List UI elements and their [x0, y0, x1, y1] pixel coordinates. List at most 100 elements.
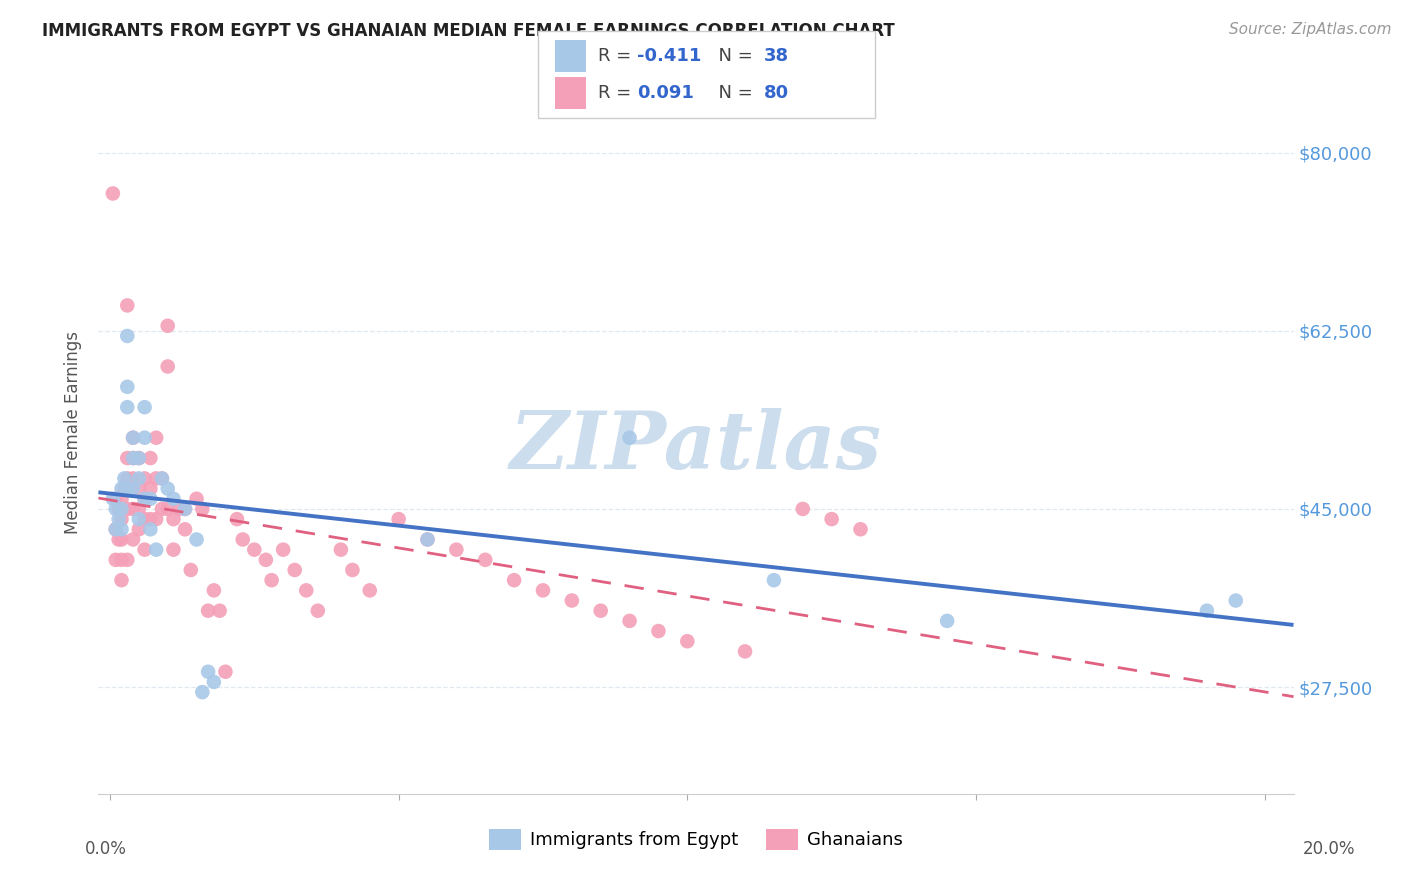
Point	[139, 512, 162, 526]
Point	[128, 482, 150, 496]
Point	[1195, 604, 1218, 618]
Point	[104, 522, 127, 536]
Point	[112, 482, 135, 496]
Point	[589, 604, 612, 618]
Point	[307, 604, 329, 618]
Point	[101, 491, 124, 506]
Point	[107, 533, 129, 547]
Point	[180, 563, 202, 577]
Point	[110, 502, 132, 516]
Point	[150, 471, 173, 485]
Point	[110, 522, 132, 536]
Text: 38: 38	[763, 47, 789, 65]
Point	[197, 604, 219, 618]
Point	[107, 512, 129, 526]
Point	[117, 329, 139, 343]
Text: N =: N =	[707, 47, 759, 65]
Point	[134, 542, 156, 557]
Point	[117, 553, 139, 567]
Text: N =: N =	[707, 84, 759, 102]
Point	[647, 624, 669, 638]
Point	[122, 431, 145, 445]
Point	[388, 512, 411, 526]
Point	[156, 502, 179, 516]
Point	[110, 533, 132, 547]
Point	[561, 593, 583, 607]
Point	[271, 542, 294, 557]
Point	[342, 563, 364, 577]
Point	[359, 583, 381, 598]
Point	[191, 685, 214, 699]
Point	[104, 502, 127, 516]
Point	[117, 380, 139, 394]
Point	[416, 533, 439, 547]
Point	[122, 451, 145, 466]
Point	[254, 553, 277, 567]
Point	[186, 533, 208, 547]
Point	[619, 614, 641, 628]
Point	[156, 359, 179, 374]
Point	[329, 542, 352, 557]
Point	[474, 553, 496, 567]
Point	[110, 491, 132, 506]
Point	[145, 471, 167, 485]
Point	[117, 298, 139, 312]
Text: R =: R =	[598, 84, 637, 102]
Point	[619, 431, 641, 445]
Point	[110, 512, 132, 526]
Point	[156, 318, 179, 333]
Point	[150, 502, 173, 516]
Point	[134, 491, 156, 506]
Point	[139, 451, 162, 466]
Point	[107, 502, 129, 516]
Point	[112, 471, 135, 485]
Point	[162, 512, 184, 526]
Point	[1225, 593, 1247, 607]
Point	[197, 665, 219, 679]
Text: -0.411: -0.411	[637, 47, 702, 65]
Text: 80: 80	[763, 84, 789, 102]
Point	[676, 634, 699, 648]
Point	[122, 431, 145, 445]
Point	[122, 502, 145, 516]
Point	[117, 502, 139, 516]
Point	[202, 675, 225, 690]
Point	[284, 563, 307, 577]
Point	[122, 471, 145, 485]
Point	[162, 491, 184, 506]
Point	[128, 451, 150, 466]
Point	[174, 502, 197, 516]
Point	[174, 522, 197, 536]
Point	[110, 553, 132, 567]
Point	[243, 542, 266, 557]
Point	[101, 186, 124, 201]
Point	[416, 533, 439, 547]
Y-axis label: Median Female Earnings: Median Female Earnings	[65, 331, 83, 534]
Point	[208, 604, 231, 618]
Point	[117, 482, 139, 496]
Point	[191, 502, 214, 516]
Point	[134, 512, 156, 526]
Point	[128, 471, 150, 485]
Point	[295, 583, 318, 598]
Point	[128, 451, 150, 466]
Point	[122, 482, 145, 496]
Point	[226, 512, 249, 526]
Text: Source: ZipAtlas.com: Source: ZipAtlas.com	[1229, 22, 1392, 37]
Point	[214, 665, 236, 679]
Point	[104, 522, 127, 536]
Text: 0.091: 0.091	[637, 84, 693, 102]
Point	[260, 573, 283, 587]
Point	[104, 491, 127, 506]
Point	[503, 573, 526, 587]
Point	[820, 512, 842, 526]
Point	[134, 471, 156, 485]
Point	[174, 502, 197, 516]
Point	[117, 471, 139, 485]
Point	[162, 542, 184, 557]
Point	[110, 573, 132, 587]
Point	[117, 400, 139, 414]
Point	[792, 502, 814, 516]
Text: 0.0%: 0.0%	[84, 840, 127, 858]
Point	[762, 573, 785, 587]
